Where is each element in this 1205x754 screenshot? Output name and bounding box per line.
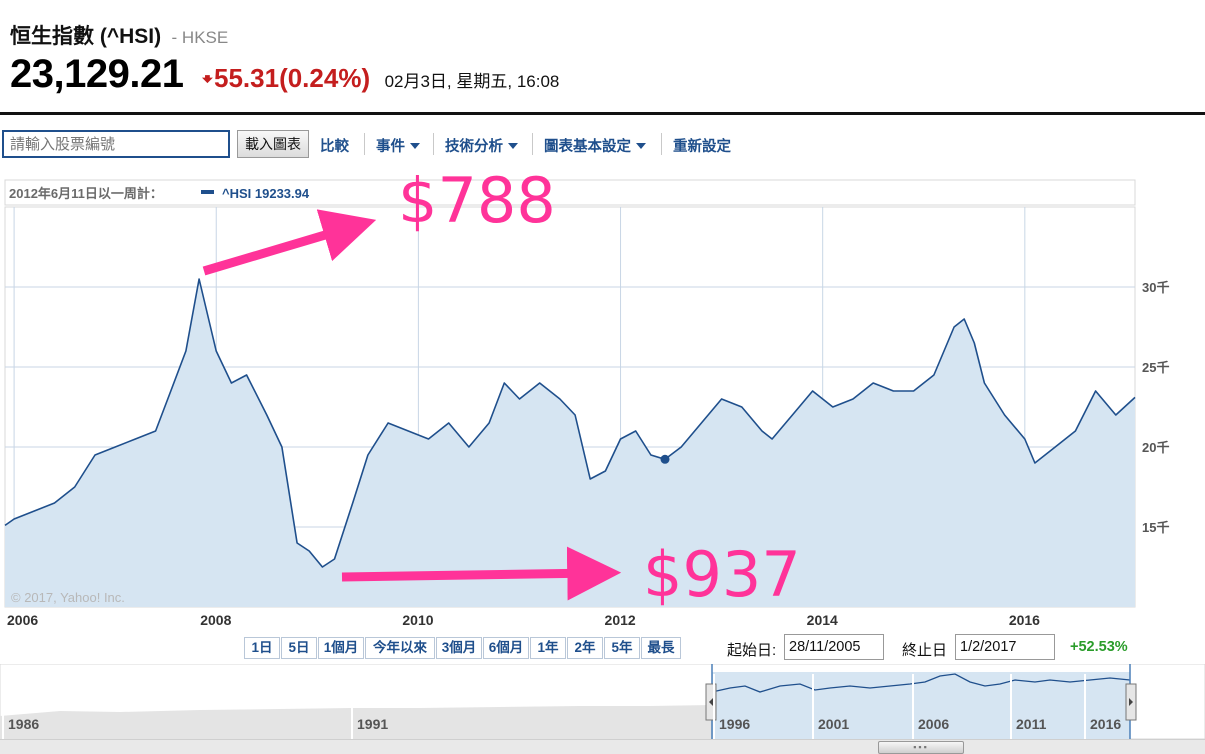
- navigator-year-label: 2001: [818, 716, 849, 732]
- range-button[interactable]: 3個月: [436, 637, 482, 659]
- x-tick-label: 2012: [605, 612, 636, 628]
- legend-box: [4, 179, 1136, 206]
- chevron-right-icon: [1129, 698, 1133, 706]
- range-button[interactable]: 今年以來: [365, 637, 435, 659]
- legend-series-value: ^HSI 19233.94: [222, 186, 310, 201]
- x-tick-label: 2016: [1009, 612, 1040, 628]
- navigator-history-area: [0, 705, 712, 739]
- last-price: 23,129.21: [10, 52, 184, 96]
- annotation-arrow-bottom: [341, 546, 622, 601]
- navigator-year-label: 2006: [918, 716, 949, 732]
- legend-swatch: [201, 190, 214, 194]
- technical-analysis-label: 技術分析: [445, 139, 503, 155]
- y-tick-label: 30千: [1142, 280, 1169, 295]
- navigator-year-label: 2016: [1090, 716, 1121, 732]
- start-date-input[interactable]: [784, 634, 884, 660]
- load-chart-button[interactable]: 載入圖表: [237, 130, 309, 158]
- price-chart[interactable]: 2012年6月11日以一周計： ^HSI 19233.94 15千 20千 25千 3…: [0, 175, 1205, 635]
- exchange-label: - HKSE: [171, 28, 229, 47]
- range-button[interactable]: 2年: [567, 637, 603, 659]
- annotation-top: $788: [398, 175, 556, 237]
- price-line: [4, 278, 1136, 568]
- navigator-labels: 1986 1991 1996 2001 2006 2011 2016: [2, 674, 1121, 739]
- chart-settings-label: 圖表基本設定: [544, 139, 631, 155]
- caret-down-icon: [508, 143, 518, 149]
- range-button[interactable]: 1年: [530, 637, 566, 659]
- range-button[interactable]: 5年: [604, 637, 640, 659]
- range-button[interactable]: 6個月: [483, 637, 529, 659]
- price-area-fill: [5, 279, 1135, 607]
- quote-timestamp: 02月3日, 星期五, 16:08: [384, 72, 560, 91]
- period-percent-change: +52.53%: [1070, 639, 1128, 655]
- navigator-price-line: [711, 673, 1131, 693]
- compare-link[interactable]: 比較: [320, 139, 349, 155]
- chevron-left-icon: [709, 698, 713, 706]
- navigator-year-label: 2011: [1016, 716, 1047, 732]
- range-button[interactable]: 1個月: [318, 637, 364, 659]
- end-date-input[interactable]: [955, 634, 1055, 660]
- legend-date-label: 2012年6月11日以一周計：: [9, 186, 163, 201]
- navigator-scrollbar[interactable]: ▪▪▪: [0, 739, 1205, 754]
- symbol-input[interactable]: [2, 130, 230, 158]
- toolbar-separator: [661, 133, 662, 155]
- title-line: 恒生指數 (^HSI) - HKSE: [10, 20, 228, 48]
- y-tick-label: 15千: [1142, 520, 1169, 535]
- y-tick-label: 20千: [1142, 440, 1169, 455]
- down-arrow-icon: 🠻: [201, 69, 213, 89]
- price-change-value: 55.31(0.24%): [214, 63, 371, 93]
- events-menu-label: 事件: [376, 139, 405, 155]
- scrollbar-thumb[interactable]: ▪▪▪: [878, 741, 964, 754]
- x-tick-label: 2014: [807, 612, 838, 628]
- header-divider: [0, 112, 1205, 115]
- quote-line: 23,129.21 🠻55.31(0.24%) 02月3日, 星期五, 16:0…: [10, 52, 559, 96]
- start-date-label: 起始日:: [727, 642, 777, 659]
- chart-settings-menu[interactable]: 圖表基本設定: [544, 135, 646, 156]
- annotation-bottom: $937: [643, 538, 801, 611]
- highlight-point: [660, 454, 670, 464]
- y-tick-label: 25千: [1142, 360, 1169, 375]
- index-name: 恒生指數 (^HSI): [10, 25, 162, 48]
- x-tick-label: 2006: [7, 612, 38, 628]
- copyright: © 2017, Yahoo! Inc.: [11, 590, 125, 605]
- range-button[interactable]: 1日: [244, 637, 280, 659]
- range-navigator[interactable]: 1986 1991 1996 2001 2006 2011 2016: [0, 664, 1205, 740]
- price-change: 🠻55.31(0.24%): [202, 63, 370, 93]
- caret-down-icon: [636, 143, 646, 149]
- navigator-year-label: 1986: [8, 716, 39, 732]
- toolbar-separator: [532, 133, 533, 155]
- technical-analysis-menu[interactable]: 技術分析: [445, 135, 518, 156]
- toolbar-separator: [364, 133, 365, 155]
- reset-link[interactable]: 重新設定: [673, 139, 731, 155]
- annotation-arrow-top: [202, 209, 377, 276]
- x-tick-label: 2008: [200, 612, 231, 628]
- x-tick-label: 2010: [402, 612, 433, 628]
- chart-toolbar: 載入圖表 比較 事件 技術分析 圖表基本設定 重新設定: [2, 130, 1202, 160]
- caret-down-icon: [410, 143, 420, 149]
- y-axis: 15千 20千 25千 30千: [1142, 280, 1169, 535]
- events-menu[interactable]: 事件: [376, 135, 420, 156]
- navigator-year-label: 1996: [719, 716, 750, 732]
- range-button[interactable]: 5日: [281, 637, 317, 659]
- x-axis: 2006 2008 2010 2012 2014 2016: [7, 612, 1040, 628]
- navigator-year-label: 1991: [357, 716, 388, 732]
- toolbar-separator: [433, 133, 434, 155]
- end-date-label: 終止日: [902, 642, 948, 659]
- range-button[interactable]: 最長: [641, 637, 681, 659]
